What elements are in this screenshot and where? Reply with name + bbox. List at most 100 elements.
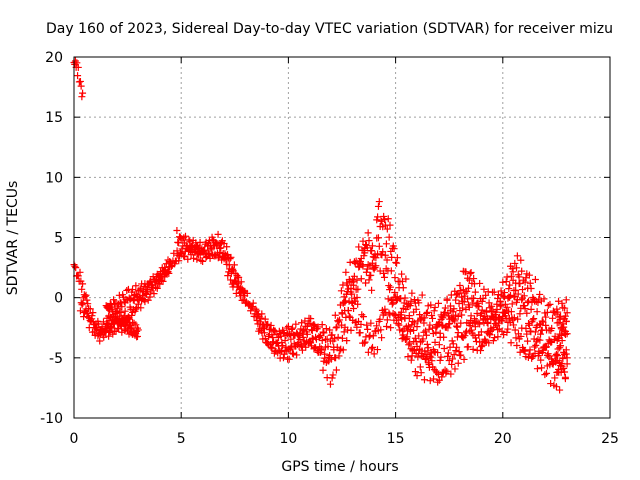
data-point-marker (264, 320, 272, 328)
data-point-marker (403, 333, 411, 341)
x-tick-label: 10 (279, 431, 297, 447)
data-point-marker (100, 333, 108, 341)
data-point-marker (476, 279, 484, 287)
data-point-marker (465, 303, 473, 311)
data-point-marker (499, 278, 507, 286)
data-point-marker (421, 355, 429, 363)
data-point-marker (230, 261, 238, 269)
data-point-marker (456, 281, 464, 289)
data-point-marker (511, 259, 519, 267)
data-point-marker (410, 338, 418, 346)
data-point-marker (448, 360, 456, 368)
data-point-marker (106, 323, 114, 331)
data-point-marker (493, 300, 501, 308)
data-point-marker (153, 284, 161, 292)
data-point-marker (362, 241, 370, 249)
data-point-marker (195, 244, 203, 252)
data-point-marker (458, 297, 466, 305)
data-point-marker (412, 305, 420, 313)
data-point-marker (125, 330, 133, 338)
data-point-marker (408, 289, 416, 297)
data-point-marker (498, 327, 506, 335)
data-point-marker (428, 311, 436, 319)
y-axis-label: SDTVAR / TECUs (5, 181, 21, 296)
data-point-marker (144, 296, 152, 304)
data-point-marker (521, 305, 529, 313)
y-tick-label: 5 (54, 231, 63, 247)
data-point-marker (105, 312, 113, 320)
data-point-marker (332, 366, 340, 374)
data-point-marker (79, 89, 87, 97)
data-point-marker (551, 374, 559, 382)
data-point-marker (270, 338, 278, 346)
data-point-marker (214, 230, 222, 238)
data-point-marker (362, 268, 370, 276)
data-point-marker (431, 303, 439, 311)
data-point-marker (110, 296, 118, 304)
data-point-marker (86, 316, 94, 324)
data-point-marker (489, 337, 497, 345)
data-point-marker (96, 337, 104, 345)
data-point-marker (377, 326, 385, 334)
data-point-marker (312, 335, 320, 343)
data-point-marker (122, 322, 130, 330)
data-point-marker (139, 287, 147, 295)
data-point-marker (549, 314, 557, 322)
data-point-marker (451, 365, 459, 373)
data-point-marker (265, 331, 273, 339)
data-point-marker (330, 335, 338, 343)
data-point-marker (488, 302, 496, 310)
data-point-marker (393, 254, 401, 262)
data-point-marker (503, 328, 511, 336)
data-point-marker (547, 355, 555, 363)
data-point-marker (550, 336, 558, 344)
data-point-marker (289, 349, 297, 357)
data-point-marker (365, 237, 373, 245)
data-point-marker (202, 254, 210, 262)
data-point-marker (516, 310, 524, 318)
data-point-marker (418, 291, 426, 299)
data-point-marker (460, 355, 468, 363)
data-point-marker (506, 281, 514, 289)
data-point-marker (423, 354, 431, 362)
data-point-marker (486, 331, 494, 339)
data-point-marker (353, 276, 361, 284)
data-point-marker (518, 267, 526, 275)
data-point-marker (365, 333, 373, 341)
data-point-marker (359, 313, 367, 321)
data-point-marker (322, 325, 330, 333)
data-point-marker (71, 262, 79, 270)
data-point-marker (519, 286, 527, 294)
data-point-marker (381, 216, 389, 224)
data-point-marker (317, 348, 325, 356)
data-point-marker (129, 296, 137, 304)
x-tick-label: 0 (70, 431, 79, 447)
data-point-marker (349, 278, 357, 286)
data-point-marker (387, 267, 395, 275)
data-point-marker (395, 321, 403, 329)
data-point-marker (401, 314, 409, 322)
data-point-marker (437, 353, 445, 361)
data-point-marker (510, 287, 518, 295)
data-point-marker (523, 330, 531, 338)
data-point-marker (531, 275, 539, 283)
data-point-marker (270, 326, 278, 334)
data-point-marker (353, 293, 361, 301)
data-point-marker (551, 332, 559, 340)
data-point-marker (253, 316, 261, 324)
data-point-marker (392, 259, 400, 267)
data-point-marker (405, 312, 413, 320)
data-point-marker (530, 315, 538, 323)
data-point-marker (331, 311, 339, 319)
data-point-marker (175, 239, 183, 247)
data-point-marker (318, 337, 326, 345)
data-point-marker (305, 338, 313, 346)
data-point-marker (329, 371, 337, 379)
data-point-marker (260, 325, 268, 333)
data-point-marker (557, 342, 565, 350)
data-point-marker (408, 352, 416, 360)
data-point-marker (431, 338, 439, 346)
data-point-marker (229, 265, 237, 273)
data-point-marker (554, 308, 562, 316)
